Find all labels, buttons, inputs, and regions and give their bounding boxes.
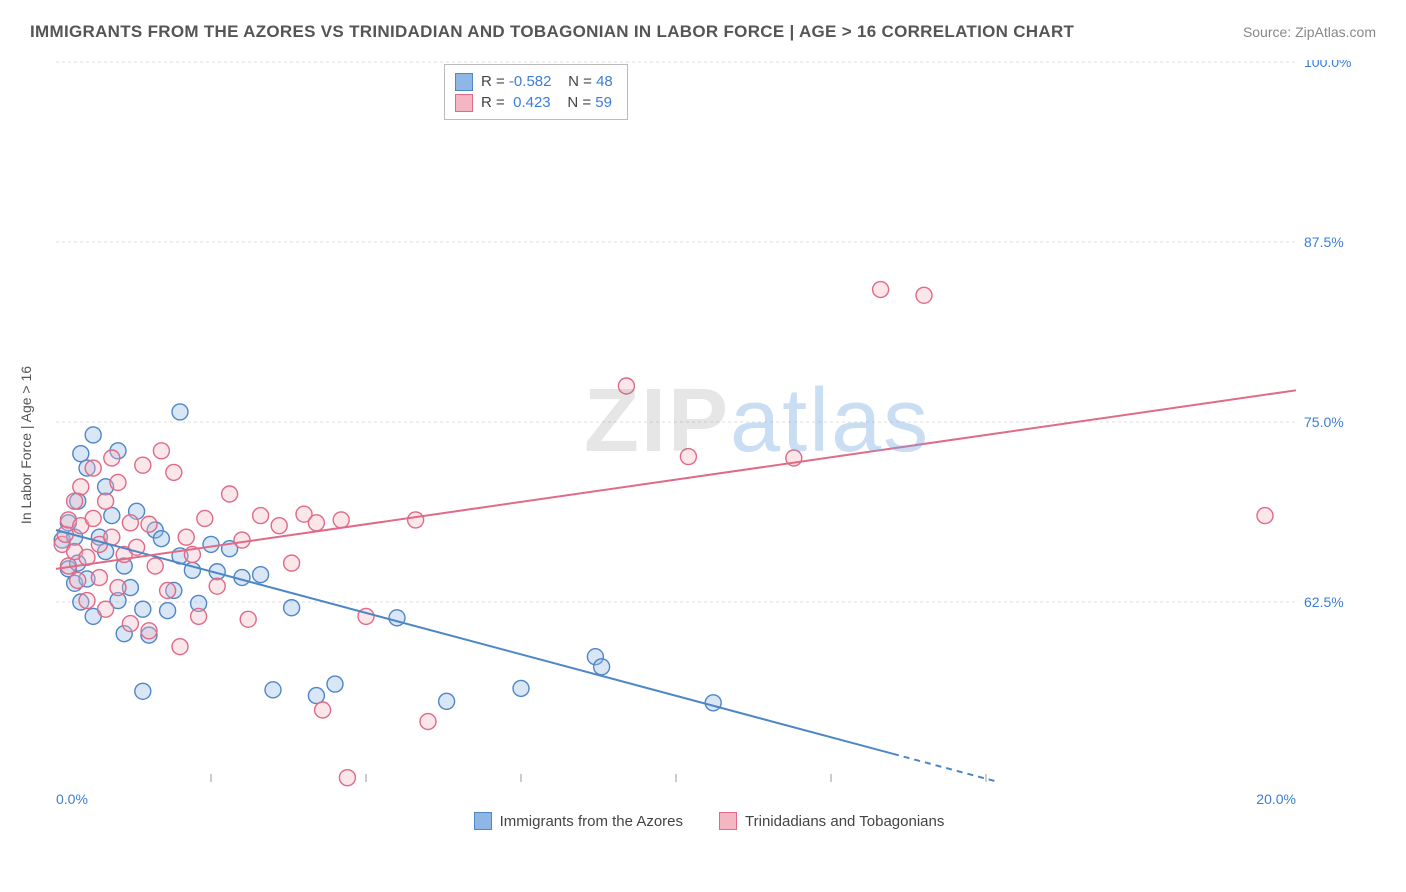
scatter-point	[284, 555, 300, 571]
y-tick-label: 87.5%	[1304, 234, 1344, 250]
scatter-point	[253, 508, 269, 524]
scatter-point	[234, 532, 250, 548]
stats-legend-row: R = 0.423 N = 59	[455, 92, 613, 113]
scatter-point	[271, 518, 287, 534]
legend-item: Trinidadians and Tobagonians	[719, 812, 944, 830]
legend-swatch	[474, 812, 492, 830]
scatter-point	[153, 443, 169, 459]
scatter-point	[79, 593, 95, 609]
scatter-point	[333, 512, 349, 528]
scatter-point	[284, 600, 300, 616]
scatter-point	[594, 659, 610, 675]
scatter-point	[315, 702, 331, 718]
legend-swatch	[719, 812, 737, 830]
scatter-point	[135, 457, 151, 473]
scatter-point	[70, 572, 86, 588]
scatter-point	[327, 676, 343, 692]
scatter-point	[104, 450, 120, 466]
plot-area: In Labor Force | Age > 16 62.5%75.0%87.5…	[44, 60, 1374, 830]
y-tick-label: 62.5%	[1304, 594, 1344, 610]
scatter-point	[203, 536, 219, 552]
scatter-point	[85, 427, 101, 443]
scatter-point	[160, 603, 176, 619]
scatter-point	[408, 512, 424, 528]
scatter-point	[178, 529, 194, 545]
scatter-point	[153, 531, 169, 547]
scatter-point	[308, 688, 324, 704]
legend-swatch	[455, 73, 473, 91]
scatter-point	[680, 449, 696, 465]
scatter-point	[141, 516, 157, 532]
scatter-point	[209, 578, 225, 594]
scatter-point	[122, 616, 138, 632]
scatter-point	[91, 570, 107, 586]
scatter-point	[110, 474, 126, 490]
y-tick-label: 100.0%	[1304, 60, 1351, 70]
scatter-point	[73, 446, 89, 462]
chart-title: IMMIGRANTS FROM THE AZORES VS TRINIDADIA…	[30, 22, 1074, 42]
scatter-point	[160, 582, 176, 598]
scatter-point	[141, 623, 157, 639]
scatter-point	[705, 695, 721, 711]
scatter-point	[98, 601, 114, 617]
source-label: Source: ZipAtlas.com	[1243, 24, 1376, 40]
y-tick-label: 75.0%	[1304, 414, 1344, 430]
legend-swatch	[455, 94, 473, 112]
scatter-point	[513, 680, 529, 696]
trend-line-dashed	[893, 754, 998, 782]
scatter-point	[873, 282, 889, 298]
scatter-point	[110, 580, 126, 596]
scatter-point	[916, 287, 932, 303]
scatter-point	[135, 683, 151, 699]
scatter-point	[122, 515, 138, 531]
scatter-point	[420, 714, 436, 730]
scatter-point	[73, 479, 89, 495]
trend-line	[56, 390, 1296, 569]
scatter-point	[147, 558, 163, 574]
scatter-point	[439, 693, 455, 709]
scatter-chart: 62.5% 75.0% 87.5% 100.0% 0.0% 20.0%	[44, 60, 1374, 830]
scatter-point	[172, 639, 188, 655]
scatter-point	[67, 493, 83, 509]
scatter-point	[240, 611, 256, 627]
x-tick-label: 0.0%	[56, 791, 88, 807]
scatter-point	[222, 486, 238, 502]
series-legend: Immigrants from the Azores Trinidadians a…	[44, 812, 1374, 830]
scatter-point	[104, 508, 120, 524]
scatter-point	[308, 515, 324, 531]
scatter-point	[1257, 508, 1273, 524]
x-tick-label: 20.0%	[1256, 791, 1296, 807]
scatter-point	[618, 378, 634, 394]
scatter-point	[172, 404, 188, 420]
scatter-point	[197, 510, 213, 526]
scatter-point	[265, 682, 281, 698]
scatter-point	[85, 460, 101, 476]
scatter-point	[191, 608, 207, 624]
legend-label: Trinidadians and Tobagonians	[745, 813, 944, 830]
legend-item: Immigrants from the Azores	[474, 812, 683, 830]
scatter-point	[98, 493, 114, 509]
stats-legend: R = -0.582 N = 48R = 0.423 N = 59	[444, 64, 628, 120]
scatter-point	[135, 601, 151, 617]
scatter-point	[85, 510, 101, 526]
y-axis-label: In Labor Force | Age > 16	[18, 366, 34, 524]
stats-legend-row: R = -0.582 N = 48	[455, 71, 613, 92]
legend-label: Immigrants from the Azores	[500, 813, 683, 830]
scatter-point	[253, 567, 269, 583]
scatter-point	[339, 770, 355, 786]
scatter-point	[166, 464, 182, 480]
